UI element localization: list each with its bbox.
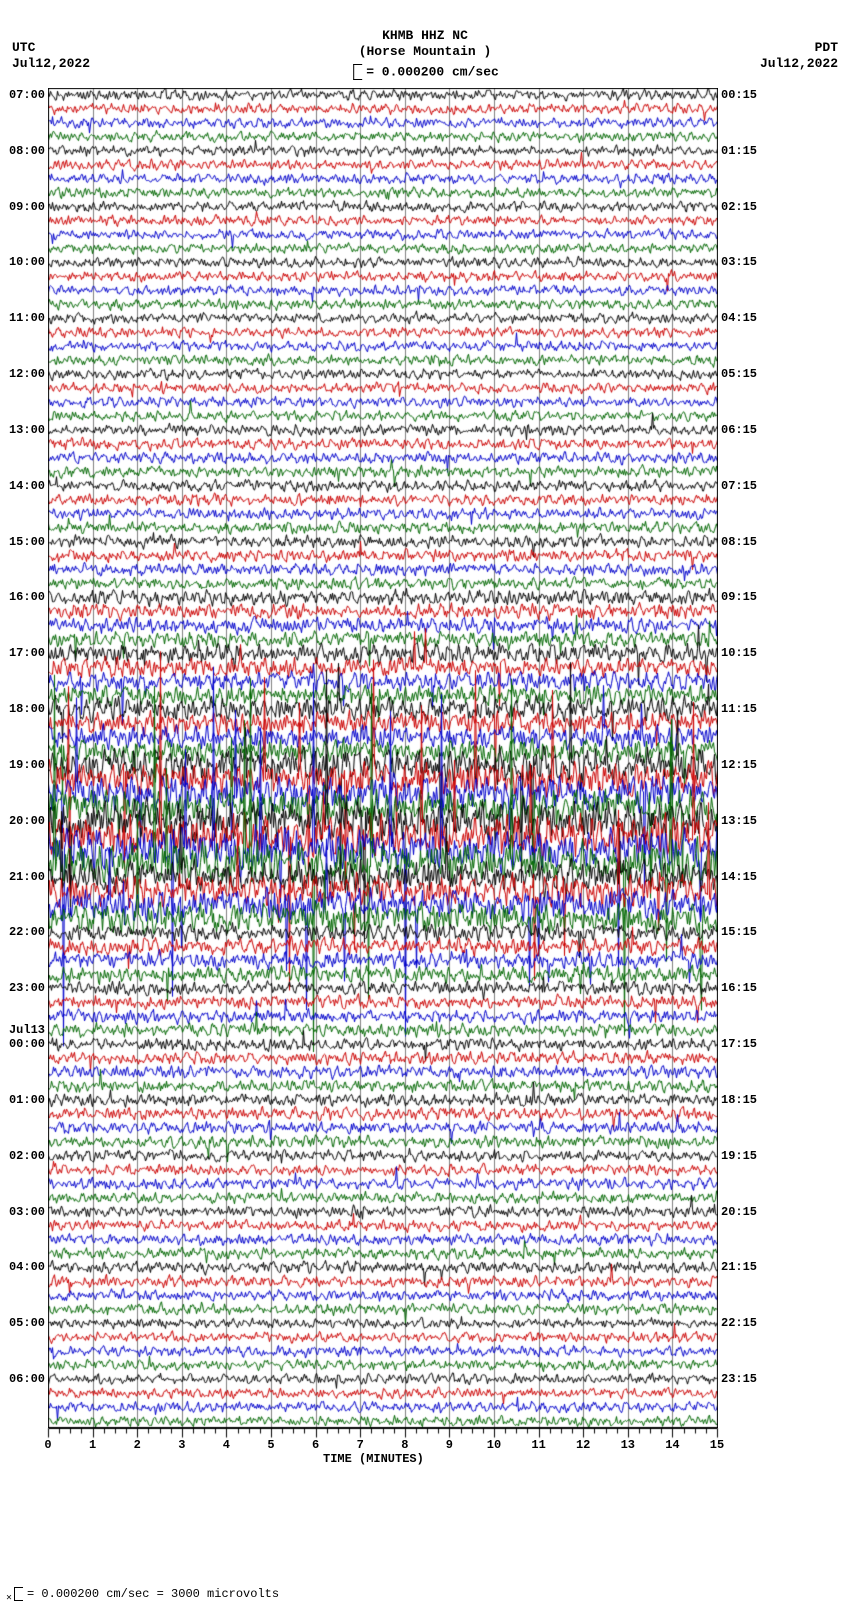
- utc-hour-label: 22:00: [9, 925, 45, 939]
- x-tick-label: 5: [267, 1438, 274, 1452]
- utc-hour-label: 23:00: [9, 981, 45, 995]
- x-tick-label: 11: [531, 1438, 545, 1452]
- pdt-hour-label: 14:15: [721, 870, 757, 884]
- pdt-hour-label: 17:15: [721, 1037, 757, 1051]
- scale-text: = 0.000200 cm/sec: [366, 64, 499, 79]
- utc-hour-label: 01:00: [9, 1093, 45, 1107]
- helicorder-plot: [48, 88, 718, 1428]
- pdt-hour-label: 00:15: [721, 88, 757, 102]
- utc-hour-label: 17:00: [9, 646, 45, 660]
- scale-glyph-icon: [353, 64, 362, 80]
- utc-hour-label: 16:00: [9, 590, 45, 604]
- utc-date-break: Jul13: [9, 1023, 45, 1037]
- pdt-hour-label: 11:15: [721, 702, 757, 716]
- utc-hour-label: 08:00: [9, 144, 45, 158]
- x-tick-label: 9: [446, 1438, 453, 1452]
- utc-hour-label: 15:00: [9, 535, 45, 549]
- x-axis-title: TIME (MINUTES): [323, 1452, 424, 1466]
- pdt-hour-label: 04:15: [721, 311, 757, 325]
- utc-hour-label: 20:00: [9, 814, 45, 828]
- x-tick-label: 0: [44, 1438, 51, 1452]
- pdt-hour-label: 19:15: [721, 1149, 757, 1163]
- utc-hour-label: 11:00: [9, 311, 45, 325]
- footer-text: = 0.000200 cm/sec = 3000 microvolts: [27, 1588, 279, 1602]
- utc-hour-label: 05:00: [9, 1316, 45, 1330]
- footer-prefix: ×: [6, 1594, 12, 1605]
- pdt-hour-label: 15:15: [721, 925, 757, 939]
- pdt-hour-label: 08:15: [721, 535, 757, 549]
- footer-scale: × = 0.000200 cm/sec = 3000 microvolts: [6, 1587, 279, 1605]
- utc-hour-label: 12:00: [9, 367, 45, 381]
- pdt-hour-label: 06:15: [721, 423, 757, 437]
- pdt-hour-label: 02:15: [721, 200, 757, 214]
- utc-hour-label: 02:00: [9, 1149, 45, 1163]
- x-tick-label: 7: [357, 1438, 364, 1452]
- footer-scale-glyph-icon: [14, 1587, 23, 1601]
- x-tick-label: 6: [312, 1438, 319, 1452]
- x-tick-label: 4: [223, 1438, 230, 1452]
- utc-hour-label: 19:00: [9, 758, 45, 772]
- left-tz: UTC: [12, 40, 35, 55]
- pdt-hour-label: 18:15: [721, 1093, 757, 1107]
- x-tick-label: 13: [621, 1438, 635, 1452]
- x-tick-label: 14: [665, 1438, 679, 1452]
- utc-hour-label: 18:00: [9, 702, 45, 716]
- x-tick-label: 3: [178, 1438, 185, 1452]
- x-tick-label: 12: [576, 1438, 590, 1452]
- x-tick-label: 2: [134, 1438, 141, 1452]
- x-axis-ticks: [47, 1428, 719, 1442]
- utc-hour-label: 07:00: [9, 88, 45, 102]
- seismogram-page: KHMB HHZ NC (Horse Mountain ) = 0.000200…: [0, 0, 850, 1613]
- station-name: (Horse Mountain ): [359, 44, 492, 59]
- pdt-hour-label: 16:15: [721, 981, 757, 995]
- x-tick-label: 1: [89, 1438, 96, 1452]
- pdt-hour-label: 05:15: [721, 367, 757, 381]
- x-tick-label: 15: [710, 1438, 724, 1452]
- pdt-hour-label: 01:15: [721, 144, 757, 158]
- utc-hour-label: 09:00: [9, 200, 45, 214]
- pdt-hour-label: 21:15: [721, 1260, 757, 1274]
- utc-hour-label: 21:00: [9, 870, 45, 884]
- pdt-hour-label: 23:15: [721, 1372, 757, 1386]
- pdt-hour-label: 12:15: [721, 758, 757, 772]
- utc-hour-label: 04:00: [9, 1260, 45, 1274]
- pdt-hour-label: 03:15: [721, 255, 757, 269]
- pdt-hour-label: 20:15: [721, 1205, 757, 1219]
- utc-hour-label: 13:00: [9, 423, 45, 437]
- station-code: KHMB HHZ NC: [382, 28, 468, 43]
- left-date: Jul12,2022: [12, 56, 90, 71]
- utc-hour-label: 10:00: [9, 255, 45, 269]
- scale-line: = 0.000200 cm/sec: [351, 64, 499, 80]
- x-tick-label: 8: [401, 1438, 408, 1452]
- utc-hour-label: 03:00: [9, 1205, 45, 1219]
- utc-hour-label: 14:00: [9, 479, 45, 493]
- x-tick-label: 10: [487, 1438, 501, 1452]
- pdt-hour-label: 07:15: [721, 479, 757, 493]
- pdt-hour-label: 13:15: [721, 814, 757, 828]
- right-tz: PDT: [815, 40, 838, 55]
- utc-hour-label: 06:00: [9, 1372, 45, 1386]
- right-date: Jul12,2022: [760, 56, 838, 71]
- pdt-hour-label: 10:15: [721, 646, 757, 660]
- pdt-hour-label: 22:15: [721, 1316, 757, 1330]
- utc-hour-label: 00:00: [9, 1037, 45, 1051]
- pdt-hour-label: 09:15: [721, 590, 757, 604]
